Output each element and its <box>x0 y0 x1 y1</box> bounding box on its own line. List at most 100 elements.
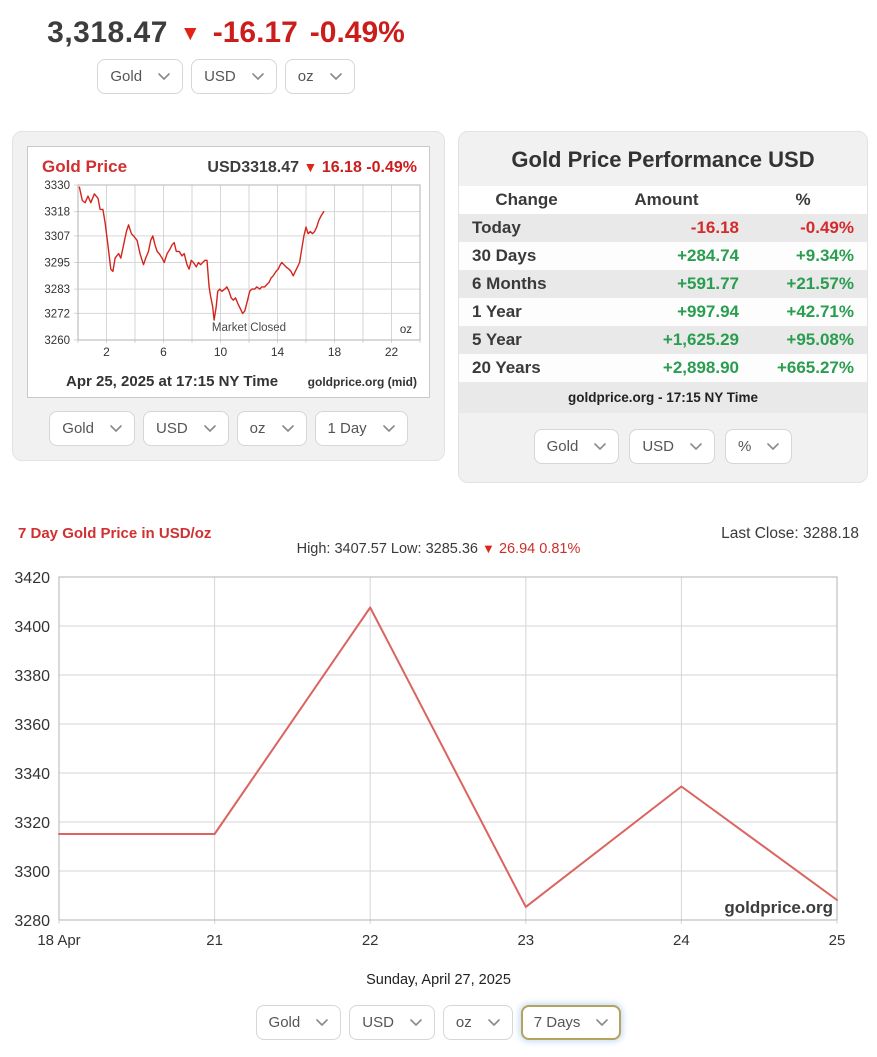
row-percent: -0.49% <box>800 218 854 237</box>
dropdown-1-day[interactable]: 1 Day <box>314 411 408 446</box>
performance-row-30-days: 30 Days +284.74 +9.34% <box>459 242 867 270</box>
y-tick-label: 3272 <box>44 308 70 320</box>
plot-frame <box>58 576 838 921</box>
performance-dropdown-row: Gold USD% <box>459 429 867 464</box>
dropdown-selected-value: oz <box>249 420 266 437</box>
header-dropdown-row: Gold USD oz <box>0 59 452 94</box>
row-percent: +95.08% <box>786 330 854 349</box>
x-tick-label: 18 Apr <box>37 932 80 949</box>
dropdown-selected-value: USD <box>204 68 236 85</box>
dropdown-oz[interactable]: oz <box>442 1005 513 1040</box>
y-tick-label: 3318 <box>44 207 70 219</box>
seven-day-header: 7 Day Gold Price in USD/oz Last Close: 3… <box>0 525 877 543</box>
x-tick-label: 23 <box>517 932 534 949</box>
row-amount: +997.94 <box>677 302 739 321</box>
seven-day-section: 7 Day Gold Price in USD/oz Last Close: 3… <box>0 525 877 1040</box>
x-tick-label: 22 <box>385 345 399 359</box>
x-tick-label: 22 <box>362 932 379 949</box>
seven-day-dropdown-row: Gold USD oz 7 Days <box>0 1005 877 1040</box>
high-low-values: High: 3407.57 Low: 3285.36 <box>296 541 479 557</box>
dropdown-oz[interactable]: oz <box>236 411 307 446</box>
row-amount: +1,625.29 <box>662 330 739 349</box>
high-low-change: 26.94 0.81% <box>498 541 581 557</box>
dropdown-usd[interactable]: USD <box>349 1005 435 1040</box>
quote-price: USD3318.47 <box>207 159 300 176</box>
chevron-down-icon <box>316 1019 329 1026</box>
dropdown-gold[interactable]: Gold <box>533 429 620 464</box>
row-label: 1 Year <box>472 302 522 321</box>
x-tick-label: 21 <box>206 932 223 949</box>
chevron-down-icon <box>158 73 170 80</box>
seven-day-title: 7 Day Gold Price in USD/oz <box>18 525 212 542</box>
dropdown-7-days[interactable]: 7 Days <box>520 1005 622 1040</box>
y-tick-label: 3300 <box>14 864 50 881</box>
col-header-change: Change <box>495 190 558 209</box>
gold-chart-footer: Apr 25, 2025 at 17:15 NY Time goldprice.… <box>28 373 429 397</box>
high-low-line: High: 3407.57 Low: 3285.36 ▼ 26.94 0.81% <box>0 541 877 557</box>
performance-row-20-years: 20 Years +2,898.90 +665.27% <box>459 354 867 382</box>
performance-table: Change Amount% Today -16.18 -0.49% 30 Days +28… <box>459 186 867 382</box>
dropdown-selected-value: 7 Days <box>533 1014 581 1031</box>
row-percent: +42.71% <box>786 302 854 321</box>
x-tick-label: 10 <box>214 345 228 359</box>
current-price-header: 3,318.47 ▼ -16.17 -0.49% <box>0 16 452 50</box>
row-label: Today <box>472 218 521 237</box>
row-label: 20 Years <box>472 358 541 377</box>
row-percent: +9.34% <box>795 246 854 265</box>
performance-row-today: Today -16.18 -0.49% <box>459 214 867 242</box>
dropdown-selected-value: USD <box>362 1014 394 1031</box>
chevron-down-icon <box>690 443 702 450</box>
row-amount: +591.77 <box>677 274 739 293</box>
chevron-down-icon <box>382 425 395 432</box>
y-tick-label: 3360 <box>14 717 50 734</box>
row-label: 5 Year <box>472 330 522 349</box>
seven-day-chart: 3420 3400 3380 3360 3340 3320 3300 3280 18 Apr 21… <box>14 570 846 949</box>
dropdown-gold[interactable]: Gold <box>255 1005 342 1040</box>
dropdown-selected-value: 1 Day <box>327 420 367 437</box>
performance-footer: goldprice.org - 17:15 NY Time <box>459 382 867 413</box>
y-tick-label: 3400 <box>14 619 50 636</box>
y-tick-label: 3420 <box>14 570 50 587</box>
current-price: 3,318.47 <box>47 16 168 49</box>
row-label: 6 Months <box>472 274 547 293</box>
chart-source: goldprice.org (mid) <box>307 375 417 389</box>
price-line <box>78 186 325 321</box>
performance-header-row: Change Amount% <box>459 186 867 214</box>
dropdown-selected-value: Gold <box>110 68 143 85</box>
performance-row-6-months: 6 Months +591.77 +21.57% <box>459 270 867 298</box>
dropdown-selected-value: Gold <box>268 1014 301 1031</box>
gold-chart-dropdown-row: Gold USD oz 1 Day <box>27 411 430 446</box>
x-tick-label: 2 <box>103 345 110 359</box>
row-label: 30 Days <box>472 246 537 265</box>
gold-chart-box: Gold Price USD3318.47 ▼ 16.18 -0.49% 333… <box>27 146 430 398</box>
dropdown-usd[interactable]: USD <box>191 59 277 94</box>
x-tick-label: 25 <box>829 932 846 949</box>
chevron-down-icon <box>110 425 122 432</box>
chevron-down-icon <box>203 425 216 432</box>
dropdown-usd[interactable]: USD <box>629 429 715 464</box>
x-tick-label: 18 <box>328 345 342 359</box>
dropdown-gold[interactable]: Gold <box>49 411 135 446</box>
y-tick-label: 3320 <box>14 815 50 832</box>
current-quote-block: 3,318.47 ▼ -16.17 -0.49% Gold USD oz <box>0 0 452 94</box>
col-header-amount: Amount <box>634 190 699 209</box>
dropdown-usd[interactable]: USD <box>142 411 229 446</box>
dropdown-selected-value: oz <box>455 1014 472 1031</box>
seven-day-chart-wrap: 3420 3400 3380 3360 3340 3320 3300 3280 18 Apr 21… <box>0 561 877 958</box>
plot-frame <box>77 184 421 341</box>
goldprice-watermark: goldprice.org <box>724 898 833 917</box>
dropdown-gold[interactable]: Gold <box>97 59 184 94</box>
chevron-down-icon <box>594 443 607 450</box>
row-amount: -16.18 <box>690 218 739 237</box>
performance-card: Gold Price Performance USD Change Amount%… <box>458 131 868 483</box>
dropdown-oz[interactable]: oz <box>284 59 355 94</box>
x-tick-label: 6 <box>160 345 167 359</box>
chevron-down-icon <box>767 443 780 450</box>
dropdown-selected-value: Gold <box>546 438 579 455</box>
chart-timestamp: Apr 25, 2025 at 17:15 NY Time <box>66 373 279 390</box>
chevron-down-icon <box>251 73 264 80</box>
gold-chart-quote: USD3318.47 ▼ 16.18 -0.49% <box>207 159 417 177</box>
last-close-label: Last Close: 3288.18 <box>721 525 859 542</box>
dropdown-selected-value: USD <box>642 438 674 455</box>
dropdown-[interactable]: % <box>725 429 793 464</box>
